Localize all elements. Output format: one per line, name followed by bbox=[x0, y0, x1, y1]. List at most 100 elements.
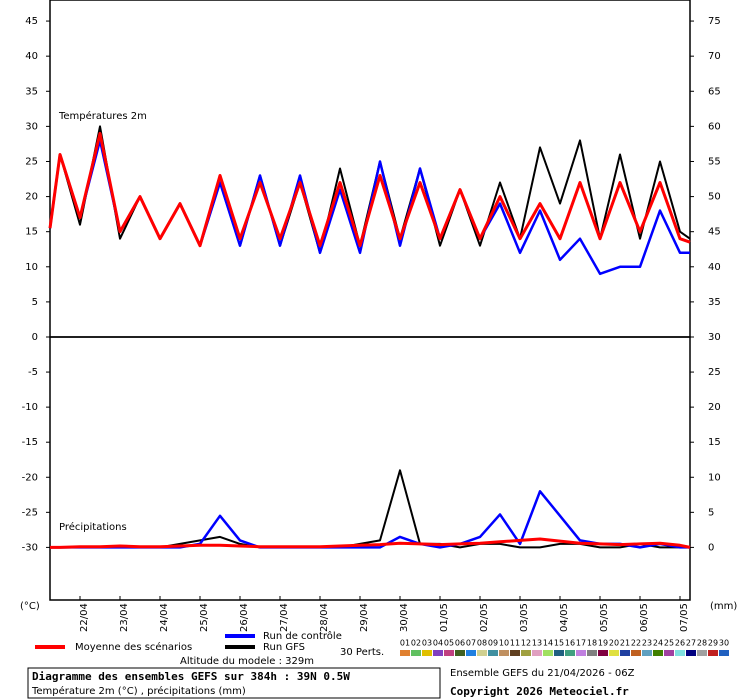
pert-swatch bbox=[488, 650, 498, 656]
pert-name: 20 bbox=[609, 639, 619, 648]
x-tick-label: 28/04 bbox=[319, 603, 330, 632]
panel-title: Températures 2m bbox=[58, 110, 147, 122]
y-tick-label: 0 bbox=[32, 332, 38, 343]
y2-tick-label: 55 bbox=[708, 156, 721, 167]
pert-swatch bbox=[444, 650, 454, 656]
pert-name: 01 bbox=[400, 639, 410, 648]
y-tick-label: 35 bbox=[25, 86, 38, 97]
y-tick-label: 20 bbox=[25, 192, 38, 203]
pert-swatch bbox=[521, 650, 531, 656]
y2-tick-label: 60 bbox=[708, 121, 721, 132]
y2-tick-label: 15 bbox=[708, 437, 721, 448]
x-tick-label: 29/04 bbox=[359, 603, 370, 632]
x-tick-label: 25/04 bbox=[199, 603, 210, 632]
run-info: Ensemble GEFS du 21/04/2026 - 06Z bbox=[450, 668, 635, 679]
y2-tick-label: 20 bbox=[708, 402, 721, 413]
pert-swatch bbox=[466, 650, 476, 656]
pert-swatch bbox=[554, 650, 564, 656]
y2-tick-label: 35 bbox=[708, 297, 721, 308]
panel bbox=[49, 336, 691, 601]
pert-name: 23 bbox=[642, 639, 652, 648]
pert-name: 18 bbox=[587, 639, 597, 648]
pert-swatch bbox=[422, 650, 432, 656]
footer-title: Diagramme des ensembles GEFS sur 384h : … bbox=[32, 670, 350, 683]
pert-name: 26 bbox=[675, 639, 685, 648]
y-tick-label: 25 bbox=[25, 156, 38, 167]
pert-name: 07 bbox=[466, 639, 476, 648]
pert-name: 11 bbox=[510, 639, 520, 648]
series-line bbox=[48, 131, 691, 248]
pert-name: 14 bbox=[543, 639, 553, 648]
pert-name: 13 bbox=[532, 639, 542, 648]
y-tick-label: -5 bbox=[28, 367, 38, 378]
pert-name: 25 bbox=[664, 639, 674, 648]
pert-name: 03 bbox=[422, 639, 432, 648]
pert-name: 22 bbox=[631, 639, 641, 648]
y-tick-label: -20 bbox=[22, 472, 38, 483]
legend-label: Run de contrôle bbox=[263, 630, 342, 642]
y-tick-label: -25 bbox=[22, 507, 38, 518]
pert-name: 12 bbox=[521, 639, 531, 648]
y2-tick-label: 0 bbox=[708, 542, 714, 553]
y-tick-label: 40 bbox=[25, 51, 38, 62]
pert-swatch bbox=[664, 650, 674, 656]
pert-swatch bbox=[653, 650, 663, 656]
pert-swatch bbox=[499, 650, 509, 656]
y-tick-label: -10 bbox=[22, 402, 38, 413]
x-tick-label: 23/04 bbox=[119, 603, 130, 632]
pert-name: 30 bbox=[719, 639, 729, 648]
panel bbox=[49, 0, 691, 338]
pert-name: 16 bbox=[565, 639, 575, 648]
series-line bbox=[49, 125, 691, 254]
copyright: Copyright 2026 Meteociel.fr bbox=[450, 685, 629, 698]
pert-swatch bbox=[686, 650, 696, 656]
pert-name: 05 bbox=[444, 639, 454, 648]
y2-axis-label: (mm) bbox=[710, 601, 737, 612]
pert-swatch bbox=[587, 650, 597, 656]
y2-tick-label: 10 bbox=[708, 472, 721, 483]
pert-swatch bbox=[609, 650, 619, 656]
pert-swatch bbox=[620, 650, 630, 656]
pert-swatch bbox=[631, 650, 641, 656]
y-tick-label: 15 bbox=[25, 227, 38, 238]
x-tick-label: 04/05 bbox=[559, 603, 570, 632]
y2-tick-label: 25 bbox=[708, 367, 721, 378]
x-tick-label: 03/05 bbox=[519, 603, 530, 632]
x-tick-label: 06/05 bbox=[639, 603, 650, 632]
x-tick-label: 27/04 bbox=[279, 603, 290, 632]
pert-name: 21 bbox=[620, 639, 630, 648]
pert-name: 08 bbox=[477, 639, 487, 648]
pert-name: 27 bbox=[686, 639, 696, 648]
y-tick-label: 30 bbox=[25, 121, 38, 132]
pert-name: 06 bbox=[455, 639, 465, 648]
y2-tick-label: 70 bbox=[708, 51, 721, 62]
pert-swatch bbox=[598, 650, 608, 656]
series-line bbox=[50, 469, 690, 549]
pert-name: 15 bbox=[554, 639, 564, 648]
x-tick-label: 05/05 bbox=[599, 603, 610, 632]
y-tick-label: -15 bbox=[22, 437, 38, 448]
pert-name: 24 bbox=[653, 639, 663, 648]
legend-label: Moyenne des scénarios bbox=[75, 641, 192, 653]
y-tick-label: 45 bbox=[25, 16, 38, 27]
y-tick-label: 10 bbox=[25, 262, 38, 273]
pert-swatch bbox=[510, 650, 520, 656]
pert-swatch bbox=[455, 650, 465, 656]
pert-swatch bbox=[411, 650, 421, 656]
x-tick-label: 07/05 bbox=[679, 603, 690, 632]
pert-swatch bbox=[543, 650, 553, 656]
pert-swatch bbox=[477, 650, 487, 656]
x-tick-label: 01/05 bbox=[439, 603, 450, 632]
y2-tick-label: 45 bbox=[708, 227, 721, 238]
y-tick-label: 5 bbox=[32, 297, 38, 308]
y2-tick-label: 30 bbox=[708, 332, 721, 343]
x-tick-label: 30/04 bbox=[399, 603, 410, 632]
pert-name: 28 bbox=[697, 639, 707, 648]
altitude: Altitude du modele : 329m bbox=[180, 656, 314, 667]
pert-swatch bbox=[532, 650, 542, 656]
pert-swatch bbox=[565, 650, 575, 656]
y2-tick-label: 5 bbox=[708, 507, 714, 518]
pert-swatch bbox=[400, 650, 410, 656]
footer-box bbox=[27, 667, 441, 699]
y2-tick-label: 75 bbox=[708, 16, 721, 27]
